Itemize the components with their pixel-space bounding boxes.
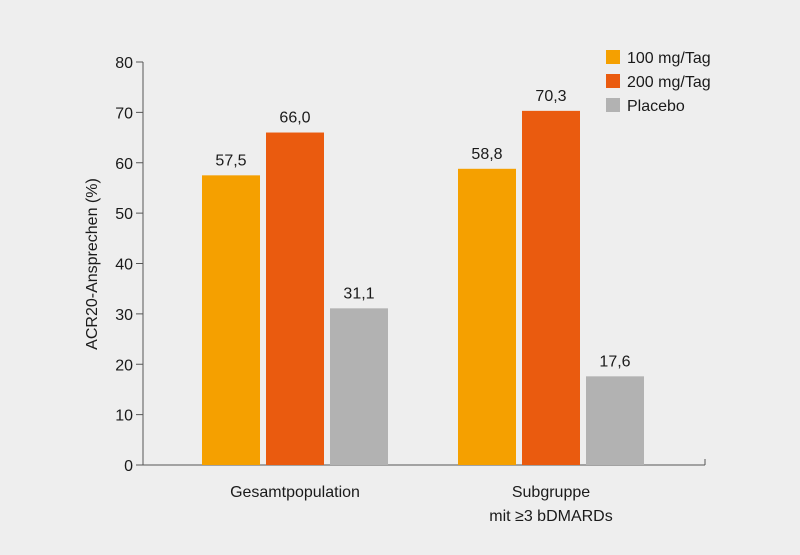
legend-swatch xyxy=(606,98,620,112)
legend-swatch xyxy=(606,50,620,64)
bar xyxy=(330,308,388,465)
legend-label: Placebo xyxy=(627,98,685,115)
bar xyxy=(202,175,260,465)
legend: 100 mg/Tag 200 mg/Tag Placebo xyxy=(606,50,711,115)
data-label: 57,5 xyxy=(215,152,246,169)
y-tick-label: 40 xyxy=(115,257,133,274)
data-label: 31,1 xyxy=(343,285,374,302)
axes: 0 10 20 30 40 50 60 70 80 Gesamtpopulation Subgrup… xyxy=(115,55,706,525)
bar xyxy=(522,110,580,466)
bar xyxy=(586,376,644,465)
legend-label: 100 mg/Tag xyxy=(627,50,711,67)
y-tick-label: 30 xyxy=(115,307,133,324)
y-tick-label: 70 xyxy=(115,105,133,122)
x-tick-label: mit ≥3 bDMARDs xyxy=(489,508,612,525)
y-tick-label: 50 xyxy=(115,206,133,223)
y-axis-label: ACR20-Ansprechen (%) xyxy=(84,178,101,350)
y-tick-label: 10 xyxy=(115,408,133,425)
y-tick-label: 0 xyxy=(124,458,133,475)
data-label: 70,3 xyxy=(535,88,566,105)
y-tick-label: 60 xyxy=(115,156,133,173)
data-label: 17,6 xyxy=(599,353,630,370)
data-label: 58,8 xyxy=(471,146,502,163)
bar xyxy=(266,132,324,465)
x-tick-label: Gesamtpopulation xyxy=(230,484,360,501)
y-tick-label: 80 xyxy=(115,55,133,72)
x-tick-label: Subgruppe xyxy=(512,484,590,501)
bar xyxy=(458,168,516,466)
data-labels: 57,5 66,0 31,1 58,8 70,3 17,6 xyxy=(215,88,630,370)
legend-swatch xyxy=(606,74,620,88)
legend-label: 200 mg/Tag xyxy=(627,74,711,91)
y-tick-label: 20 xyxy=(115,357,133,374)
bars xyxy=(202,110,644,466)
data-label: 66,0 xyxy=(279,110,310,127)
